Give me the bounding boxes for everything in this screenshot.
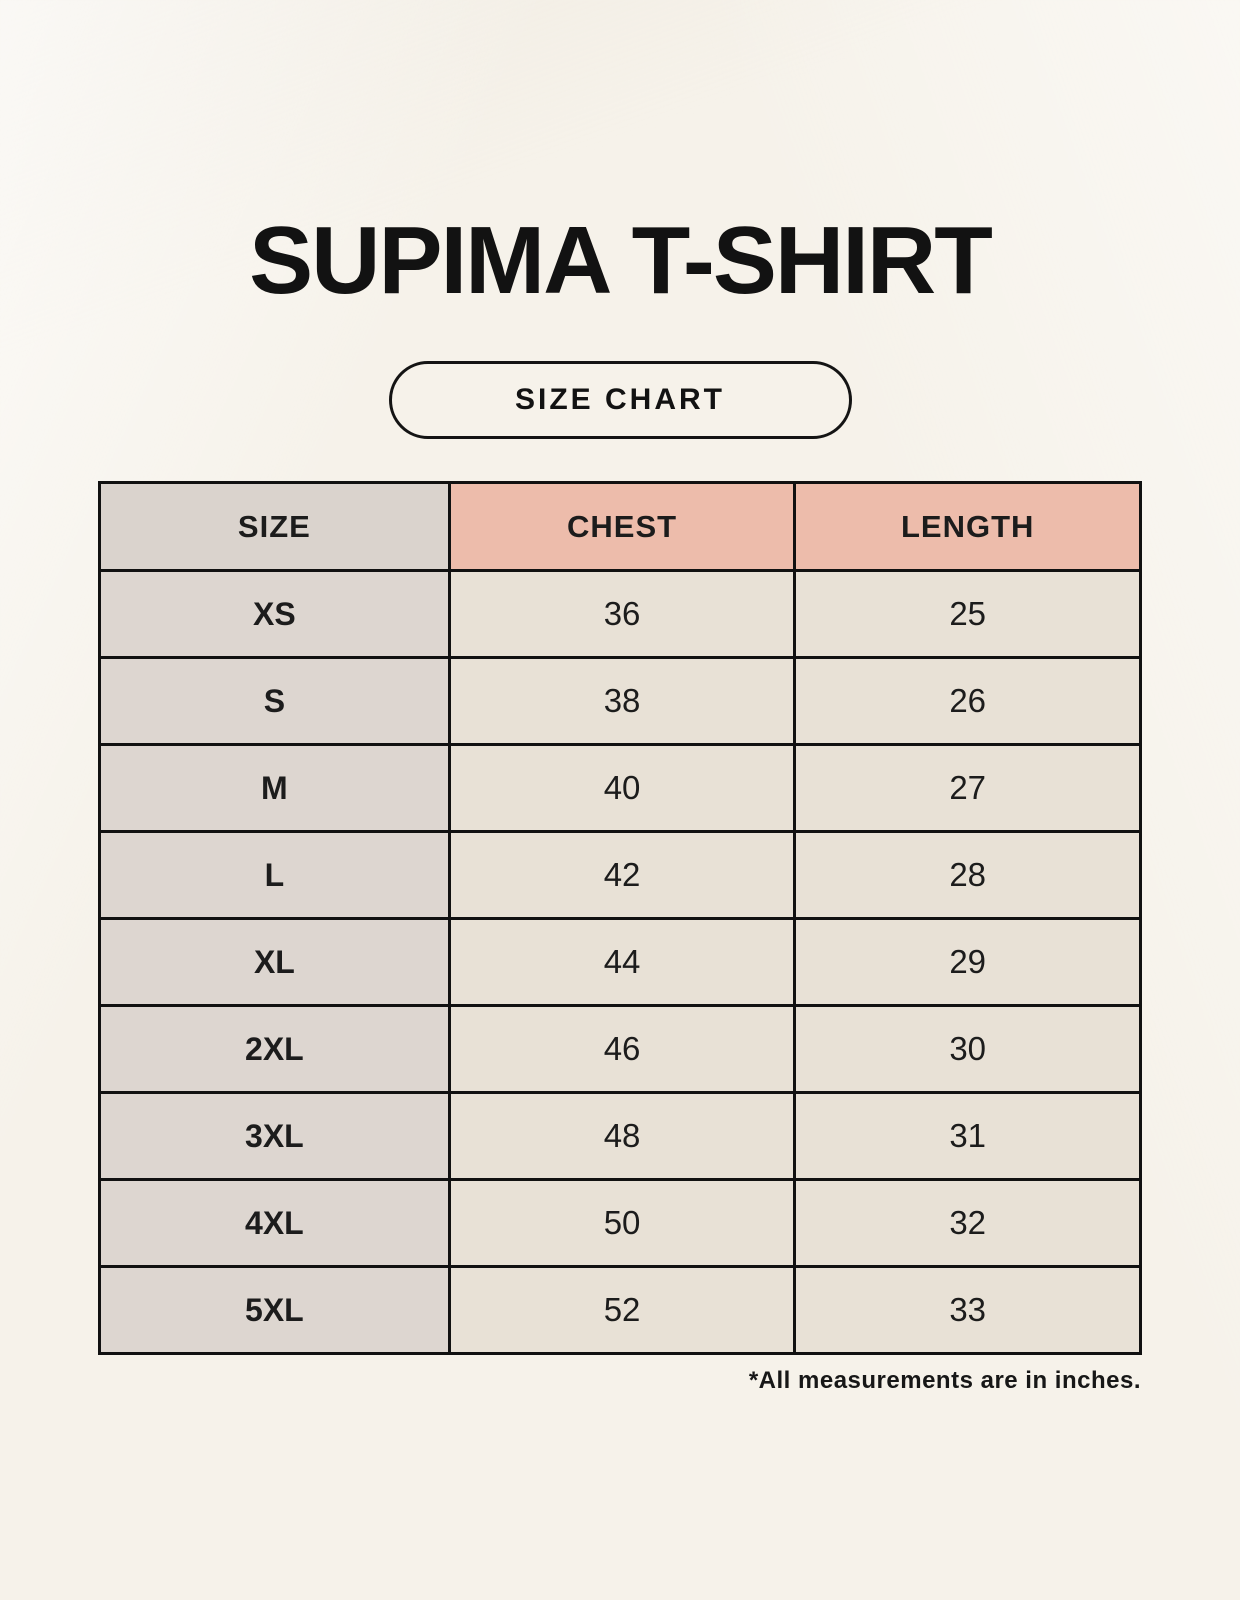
length-cell: 25 [793,569,1142,659]
table-row: L 42 28 [98,830,1142,920]
size-cell: M [98,743,451,833]
size-cell: L [98,830,451,920]
table-header-row: SIZE CHEST LENGTH [98,481,1142,572]
size-chart-button-label: SIZE CHART [515,383,725,416]
length-cell: 26 [793,656,1142,746]
table-row: 2XL 46 30 [98,1004,1142,1094]
chest-cell: 52 [447,1265,797,1355]
table-row: XS 36 25 [98,569,1142,659]
column-header-chest: CHEST [447,481,797,572]
size-cell: 2XL [98,1004,451,1094]
size-chart-button[interactable]: SIZE CHART [388,361,852,439]
chest-cell: 40 [447,743,797,833]
page-title: SUPIMA T-SHIRT [249,207,993,314]
table-row: 3XL 48 31 [98,1091,1142,1181]
size-cell: 3XL [98,1091,451,1181]
chest-cell: 42 [447,830,797,920]
table-row: M 40 27 [98,743,1142,833]
size-cell: S [98,656,451,746]
chest-cell: 46 [447,1004,797,1094]
length-cell: 29 [793,917,1142,1007]
measurements-footnote: *All measurements are in inches. [748,1367,1141,1394]
table-row: XL 44 29 [98,917,1142,1007]
column-header-size: SIZE [98,481,451,572]
size-cell: XS [98,569,451,659]
table-row: 4XL 50 32 [98,1178,1142,1268]
table-row: S 38 26 [98,656,1142,746]
chest-cell: 44 [447,917,797,1007]
size-cell: 4XL [98,1178,451,1268]
length-cell: 28 [793,830,1142,920]
length-cell: 32 [793,1178,1142,1268]
chest-cell: 36 [447,569,797,659]
chest-cell: 50 [447,1178,797,1268]
chest-cell: 38 [447,656,797,746]
size-cell: XL [98,917,451,1007]
length-cell: 31 [793,1091,1142,1181]
column-header-length: LENGTH [793,481,1142,572]
length-cell: 27 [793,743,1142,833]
chest-cell: 48 [447,1091,797,1181]
size-cell: 5XL [98,1265,451,1355]
table-row: 5XL 52 33 [98,1265,1142,1355]
size-chart-table: SIZE CHEST LENGTH XS 36 25 S 38 26 M 40 … [98,481,1142,1355]
length-cell: 33 [793,1265,1142,1355]
length-cell: 30 [793,1004,1142,1094]
